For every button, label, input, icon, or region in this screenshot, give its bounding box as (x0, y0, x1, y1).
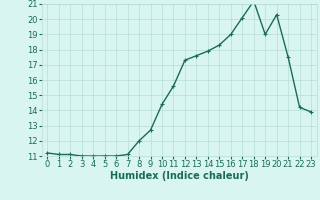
X-axis label: Humidex (Indice chaleur): Humidex (Indice chaleur) (110, 171, 249, 181)
